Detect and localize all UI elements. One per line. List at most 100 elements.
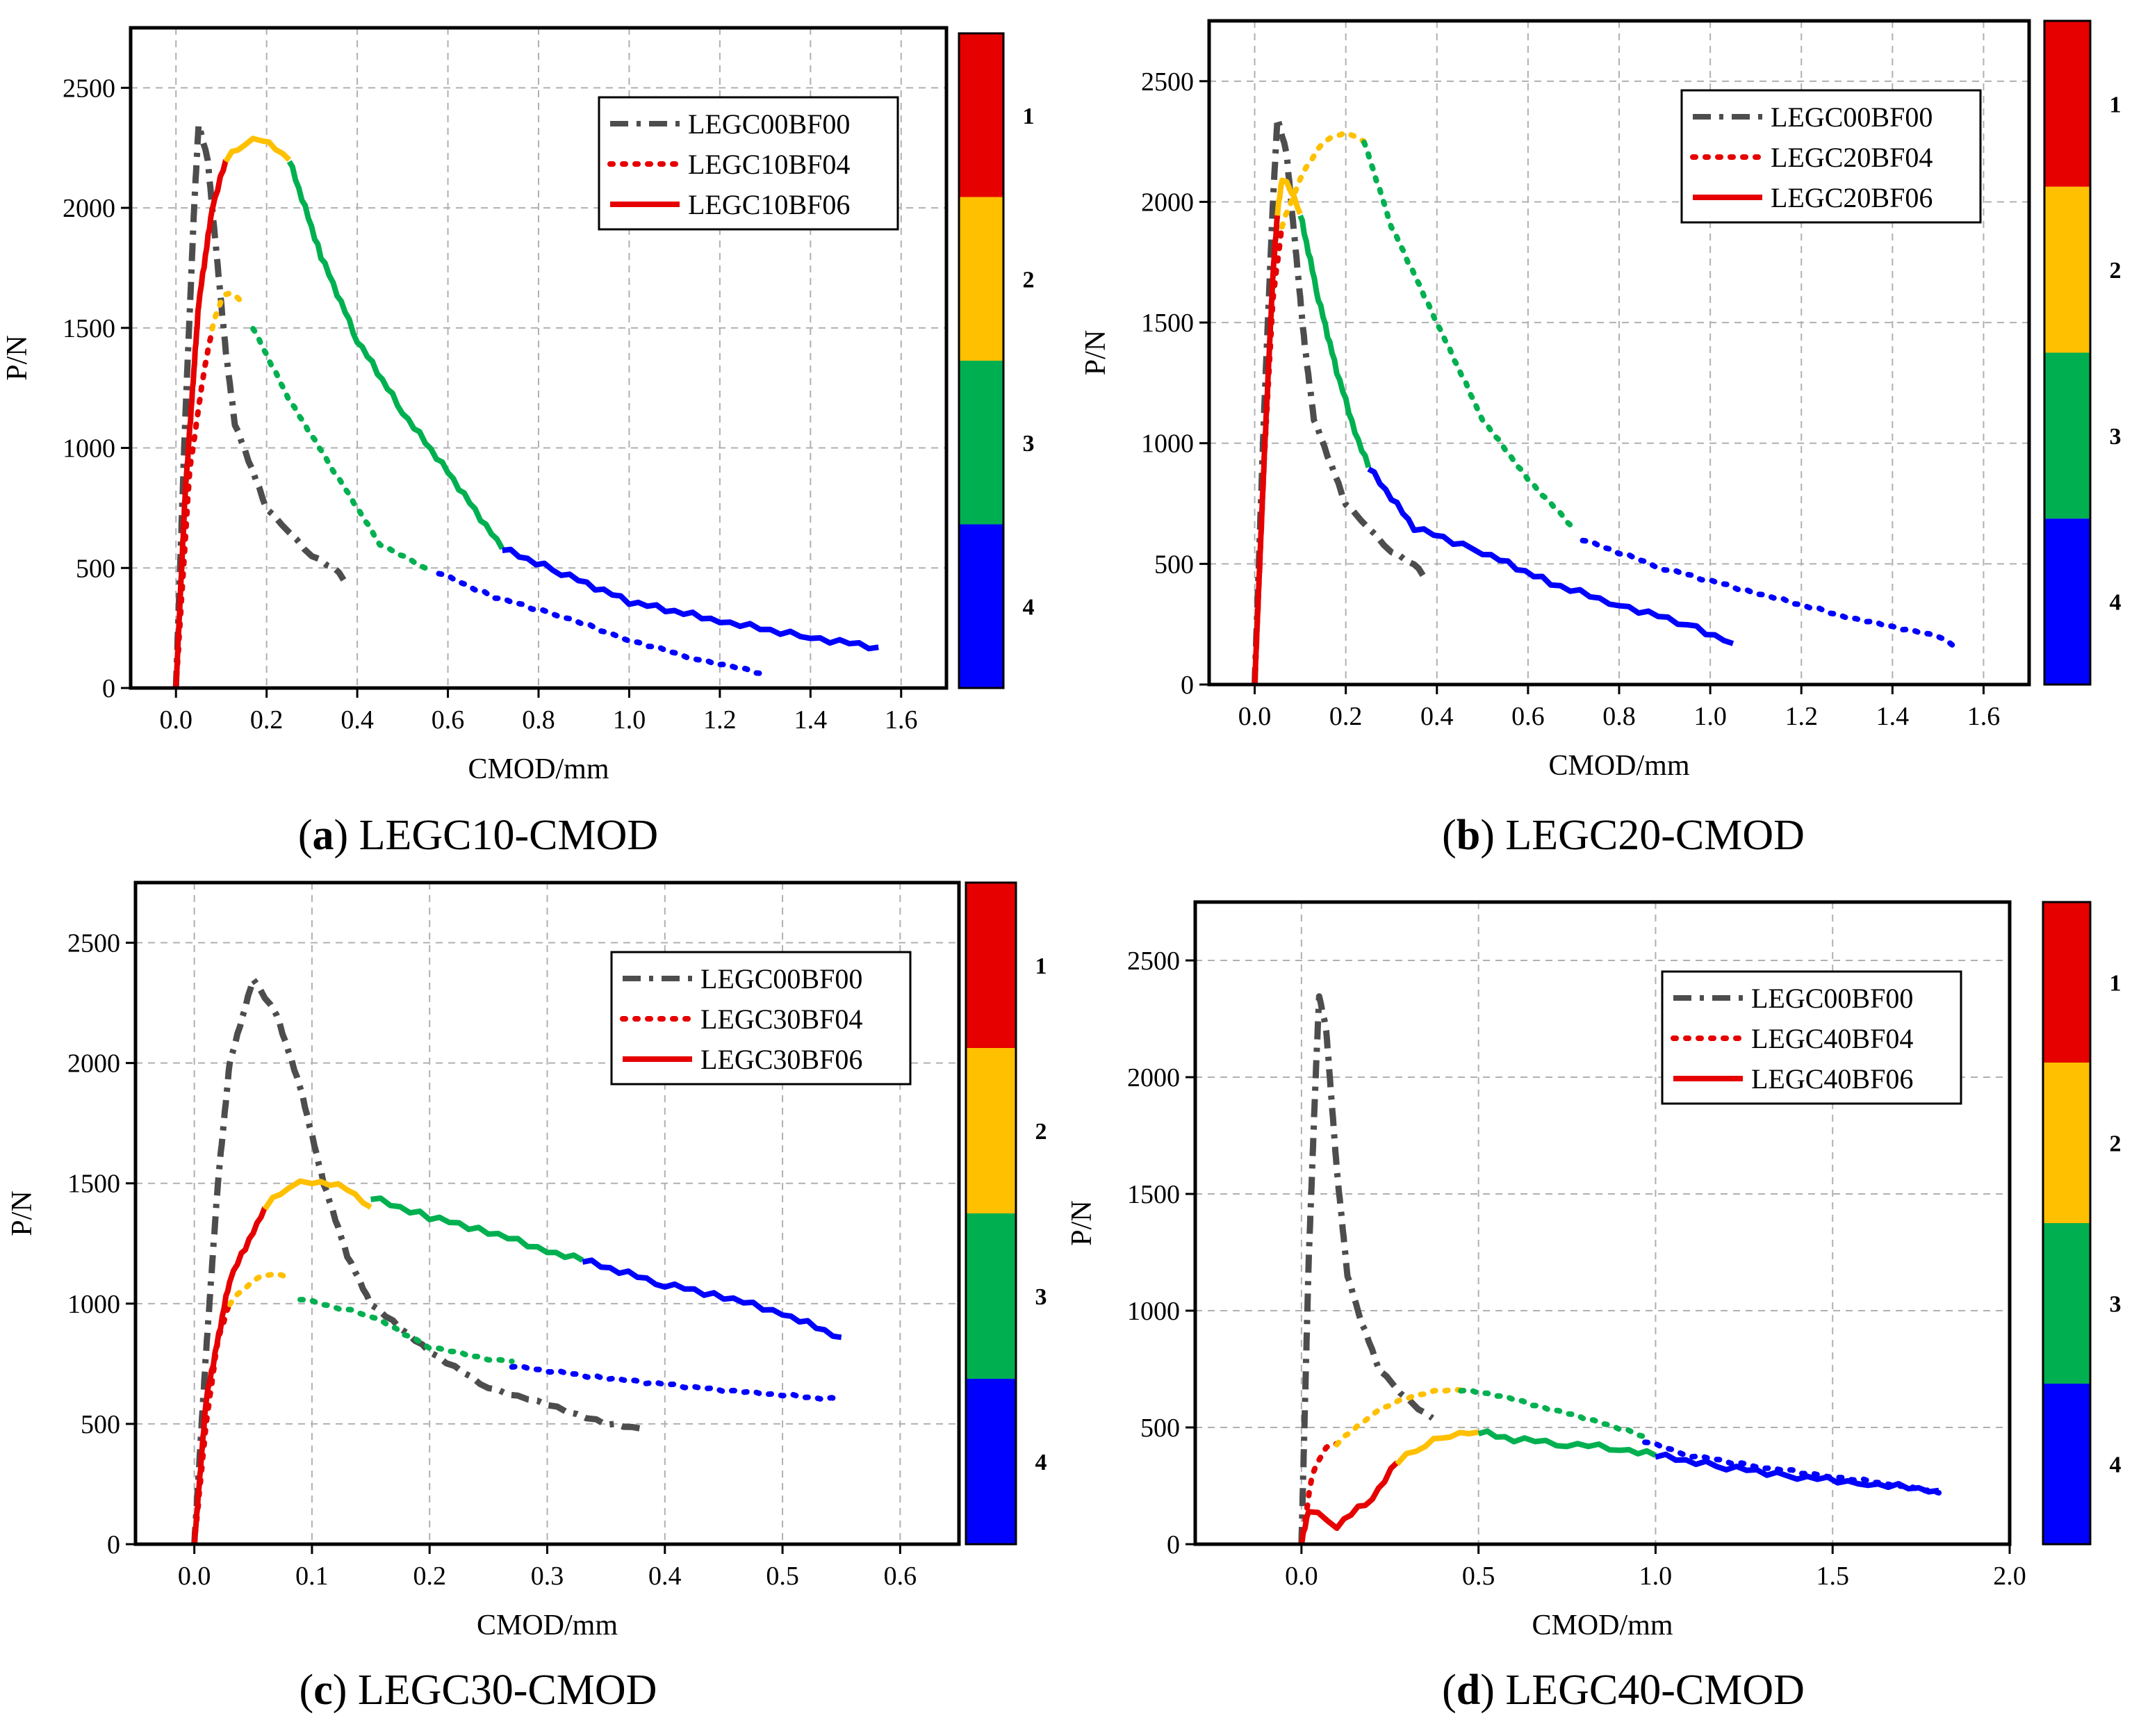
x-tick-label: 0.8 <box>522 705 555 735</box>
y-tick-label: 2000 <box>1141 188 1194 217</box>
stage-scale-block <box>959 361 1003 525</box>
stage-scale-label: 1 <box>1035 953 1047 979</box>
y-axis-label: P/N <box>1 335 33 380</box>
series-2-segment <box>297 1297 515 1364</box>
series-1-segment <box>191 976 642 1544</box>
series-2-segment <box>209 290 247 331</box>
series-3-segment <box>370 1195 584 1263</box>
stage-scale-block <box>2044 352 2090 519</box>
stage-scale-frame <box>958 32 1005 689</box>
y-tick-label: 500 <box>1154 550 1194 579</box>
stage-scale-block <box>2043 1384 2090 1544</box>
caption-a: (a) LEGC10-CMOD <box>298 812 658 859</box>
y-tick-label: 1000 <box>1127 1297 1180 1326</box>
x-tick-label: 0.8 <box>1602 702 1636 731</box>
y-tick-label: 500 <box>81 1410 120 1439</box>
series-2-segment <box>227 1270 292 1307</box>
y-tick-label: 0 <box>107 1530 120 1559</box>
series-3-segment <box>1655 1451 1939 1495</box>
stage-scale-label: 4 <box>2110 1452 2122 1478</box>
stage-scale-label: 2 <box>1023 267 1035 293</box>
series-3-segment <box>1367 466 1734 646</box>
caption-c: (c) LEGC30-CMOD <box>300 1667 657 1714</box>
y-tick-label: 2500 <box>1127 947 1180 976</box>
legend-label: LEGC10BF04 <box>688 149 850 180</box>
stage-scale-label: 4 <box>1035 1450 1047 1475</box>
series-group <box>172 122 879 688</box>
x-axis-label: CMOD/mm <box>468 753 609 785</box>
stage-scale-block <box>966 883 1016 1048</box>
series-3-segment <box>191 1206 268 1544</box>
series-2-segment <box>250 326 428 571</box>
x-tick-label: 0.2 <box>1329 702 1363 731</box>
legend-label: LEGC20BF04 <box>1771 142 1933 173</box>
x-tick-label: 0.6 <box>432 705 465 735</box>
legend-label: LEGC30BF04 <box>700 1004 862 1035</box>
panel-c: 0.0 0.1 0.2 0.3 0.4 0.5 0.6 0 500 1000 1500 2000 250… <box>6 881 1047 1641</box>
plot-frame <box>129 26 949 690</box>
series-3-segment <box>1297 214 1372 468</box>
stage-scale-frame <box>2043 19 2092 686</box>
caption-d: (d) LEGC40-CMOD <box>1442 1667 1805 1714</box>
x-tick-label: 1.2 <box>703 705 737 735</box>
x-tick-label: 0.0 <box>178 1562 211 1591</box>
y-tick-label: 0 <box>1167 1530 1180 1559</box>
x-tick-label: 0.0 <box>1238 702 1272 731</box>
stage-scale-label: 4 <box>2110 590 2122 616</box>
x-tick-label: 1.6 <box>1967 702 2001 731</box>
stage-scale-label: 1 <box>1023 104 1035 129</box>
x-tick-label: 1.0 <box>1639 1562 1673 1591</box>
x-tick-label: 1.0 <box>1693 702 1727 731</box>
y-tick-label: 0 <box>102 674 115 703</box>
x-tick-label: 0.5 <box>1462 1562 1495 1591</box>
y-tick-label: 2000 <box>63 194 115 223</box>
y-tick-label: 1500 <box>67 1170 120 1199</box>
stage-scale-block <box>2043 1223 2090 1384</box>
series-3-segment <box>223 136 292 163</box>
legend-box <box>610 951 912 1086</box>
stage-scale-block <box>966 1379 1016 1544</box>
series-1-segment <box>172 122 347 688</box>
series-2-segment <box>1299 1441 1340 1544</box>
x-axis-label: CMOD/mm <box>1548 750 1689 782</box>
legend-label: LEGC40BF06 <box>1751 1063 1913 1095</box>
x-tick-label: 0.4 <box>341 705 374 735</box>
stage-scale-label: 3 <box>1035 1284 1047 1310</box>
x-tick-label: 1.4 <box>1876 702 1910 731</box>
stage-scale-block <box>2043 1063 2090 1223</box>
series-2-segment <box>436 571 769 677</box>
panel-d: 0.0 0.5 1.0 1.5 2.0 0 500 1000 1500 2000 2500 CMOD/… <box>1066 900 2122 1641</box>
panel-b: 0.0 0.2 0.4 0.6 0.8 1.0 1.2 1.4 1.6 0 500 1000 1500 2… <box>1080 19 2122 782</box>
series-2-segment <box>1361 139 1577 531</box>
series-3-segment <box>1252 213 1281 685</box>
y-tick-label: 2500 <box>67 929 120 958</box>
stage-scale-block <box>2043 902 2090 1063</box>
stage-scale-label: 3 <box>1023 431 1035 457</box>
stage-scale-block <box>2044 186 2090 353</box>
x-tick-label: 1.5 <box>1816 1562 1849 1591</box>
stage-scale-block <box>959 524 1003 688</box>
x-tick-label: 0.2 <box>250 705 284 735</box>
x-tick-label: 0.6 <box>884 1562 917 1591</box>
series-2-segment <box>1458 1386 1648 1440</box>
y-tick-label: 1500 <box>1127 1180 1180 1209</box>
stage-scale-frame <box>965 881 1017 1546</box>
series-2-segment <box>1334 1386 1464 1448</box>
series-1-segment <box>1298 993 1435 1544</box>
series-3-segment <box>1299 1460 1400 1544</box>
y-tick-label: 2500 <box>63 74 115 103</box>
y-axis-label: P/N <box>1066 1200 1098 1245</box>
series-2-segment <box>1642 1439 1942 1496</box>
x-tick-label: 0.4 <box>648 1562 682 1591</box>
series-2-segment <box>1279 130 1367 230</box>
series-3-segment <box>582 1257 842 1341</box>
y-axis-label: P/N <box>6 1190 38 1236</box>
legend-label: LEGC40BF04 <box>1751 1023 1913 1054</box>
stage-scale-block <box>2044 21 2090 187</box>
x-tick-label: 0.3 <box>531 1562 564 1591</box>
stage-scale-frame <box>2042 901 2092 1546</box>
legend-label: LEGC00BF00 <box>1751 983 1913 1014</box>
y-tick-label: 2000 <box>67 1049 120 1079</box>
x-tick-label: 0.0 <box>159 705 192 735</box>
